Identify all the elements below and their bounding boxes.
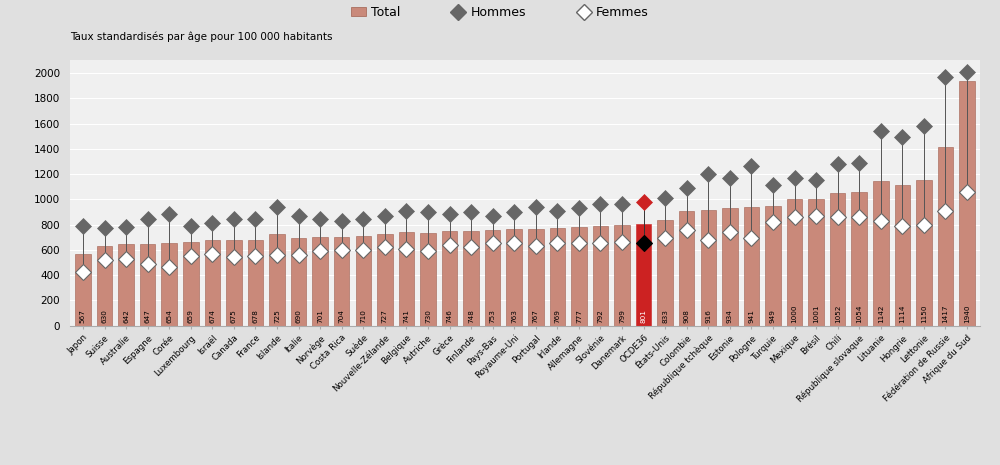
Text: 753: 753: [490, 309, 496, 323]
Bar: [442, 232, 457, 326]
Text: 1940: 1940: [964, 305, 970, 323]
Text: 690: 690: [296, 309, 302, 323]
Text: 763: 763: [511, 309, 517, 323]
Text: 767: 767: [533, 309, 539, 323]
Text: 1114: 1114: [899, 305, 905, 323]
Text: 916: 916: [705, 309, 711, 323]
Text: 1052: 1052: [835, 305, 841, 323]
Text: 1000: 1000: [792, 305, 798, 323]
Legend: Total, Hommes, Femmes: Total, Hommes, Femmes: [351, 6, 649, 19]
Bar: [593, 226, 608, 326]
Text: 567: 567: [80, 309, 86, 323]
Text: 801: 801: [641, 309, 647, 323]
Bar: [765, 206, 781, 326]
Bar: [701, 210, 716, 326]
Text: 654: 654: [166, 309, 172, 323]
Text: 727: 727: [382, 309, 388, 323]
Bar: [312, 237, 328, 326]
Bar: [744, 207, 759, 326]
Text: 710: 710: [360, 309, 366, 323]
Text: 934: 934: [727, 309, 733, 323]
Text: 678: 678: [252, 309, 258, 323]
Text: 659: 659: [188, 309, 194, 323]
Text: 701: 701: [317, 309, 323, 323]
Bar: [183, 242, 199, 326]
Bar: [550, 228, 565, 326]
Text: 674: 674: [209, 309, 215, 323]
Bar: [808, 199, 824, 326]
Bar: [399, 232, 414, 326]
Bar: [334, 237, 349, 326]
Bar: [463, 231, 479, 326]
Text: 792: 792: [597, 309, 603, 323]
Text: 1417: 1417: [942, 305, 948, 323]
Text: 741: 741: [403, 309, 409, 323]
Bar: [269, 234, 285, 326]
Bar: [614, 225, 630, 326]
Text: 675: 675: [231, 309, 237, 323]
Bar: [75, 254, 91, 326]
Bar: [356, 236, 371, 326]
Bar: [528, 229, 544, 326]
Bar: [873, 181, 889, 326]
Text: 630: 630: [102, 309, 108, 323]
Text: 746: 746: [447, 309, 453, 323]
Text: 799: 799: [619, 309, 625, 323]
Text: 1150: 1150: [921, 305, 927, 323]
Bar: [787, 199, 802, 326]
Text: 642: 642: [123, 309, 129, 323]
Text: 1001: 1001: [813, 305, 819, 323]
Text: 748: 748: [468, 309, 474, 323]
Bar: [420, 233, 436, 326]
Bar: [485, 231, 500, 326]
Text: 725: 725: [274, 309, 280, 323]
Bar: [959, 80, 975, 325]
Bar: [140, 244, 155, 326]
Bar: [895, 185, 910, 326]
Bar: [291, 239, 306, 326]
Bar: [830, 193, 845, 326]
Bar: [636, 225, 651, 326]
Bar: [118, 245, 134, 326]
Bar: [851, 193, 867, 326]
Text: 647: 647: [145, 309, 151, 323]
Text: 908: 908: [684, 309, 690, 323]
Text: 730: 730: [425, 309, 431, 323]
Bar: [722, 207, 738, 326]
Text: 833: 833: [662, 309, 668, 323]
Text: 777: 777: [576, 309, 582, 323]
Bar: [938, 146, 953, 326]
Bar: [248, 240, 263, 326]
Bar: [916, 180, 932, 326]
Text: Taux standardisés par âge pour 100 000 habitants: Taux standardisés par âge pour 100 000 h…: [70, 31, 332, 42]
Text: 949: 949: [770, 309, 776, 323]
Bar: [657, 220, 673, 326]
Bar: [679, 211, 694, 326]
Bar: [226, 240, 242, 326]
Bar: [97, 246, 112, 326]
Bar: [506, 229, 522, 326]
Text: 704: 704: [339, 309, 345, 323]
Bar: [377, 234, 393, 326]
Text: 1054: 1054: [856, 305, 862, 323]
Bar: [161, 243, 177, 326]
Bar: [205, 240, 220, 326]
Text: 769: 769: [554, 309, 560, 323]
Text: 941: 941: [748, 309, 754, 323]
Bar: [571, 227, 587, 326]
Text: 1142: 1142: [878, 305, 884, 323]
